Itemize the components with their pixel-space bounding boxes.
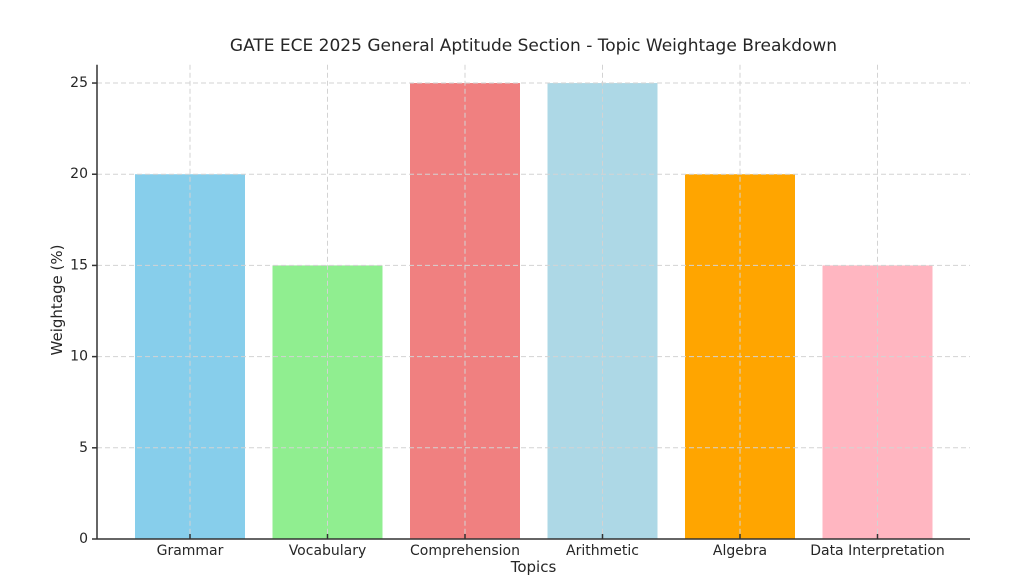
x-tick-label-arithmetic: Arithmetic <box>566 543 639 559</box>
y-tick-label-10: 10 <box>70 349 88 365</box>
x-tick-label-grammar: Grammar <box>157 543 224 559</box>
bar-comprehension <box>410 83 520 540</box>
y-tick-label-5: 5 <box>79 440 88 456</box>
x-tick-label-algebra: Algebra <box>713 543 767 559</box>
x-tick-label-comprehension: Comprehension <box>410 543 520 559</box>
y-tick-label-15: 15 <box>70 257 88 273</box>
y-tick-label-20: 20 <box>70 166 88 182</box>
x-axis-label: Topics <box>510 558 557 576</box>
y-tick-label-0: 0 <box>79 531 88 547</box>
y-tick-label-25: 25 <box>70 75 88 91</box>
x-tick-label-data-interpretation: Data Interpretation <box>810 543 945 559</box>
chart-title: GATE ECE 2025 General Aptitude Section -… <box>229 36 838 56</box>
bar-arithmetic <box>547 83 658 540</box>
x-tick-label-vocabulary: Vocabulary <box>289 543 367 559</box>
y-axis-label: Weightage (%) <box>48 244 66 356</box>
